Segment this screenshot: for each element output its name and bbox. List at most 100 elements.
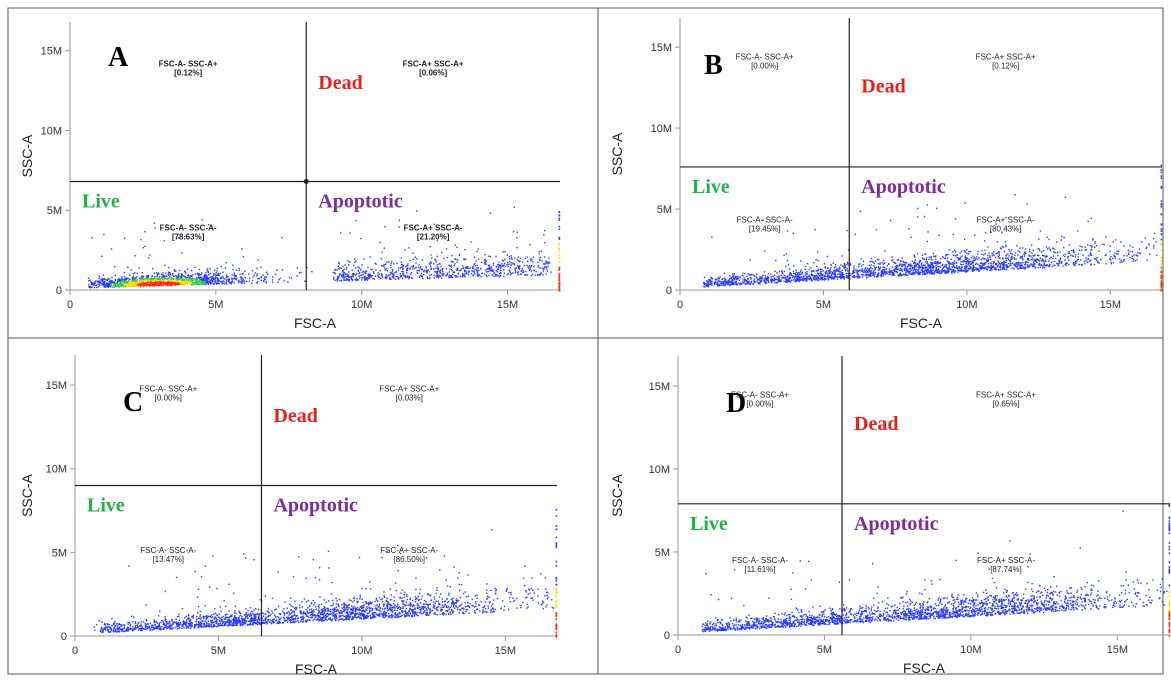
scatter-point	[951, 272, 953, 274]
scatter-point	[119, 279, 121, 281]
scatter-point	[905, 262, 908, 264]
scatter-point	[919, 266, 921, 268]
scatter-point	[344, 276, 346, 278]
scatter-point	[860, 273, 863, 276]
scatter-point	[966, 249, 968, 251]
scatter-point	[87, 277, 90, 279]
y-axis-title: SSC-A	[609, 132, 625, 175]
scatter-point	[435, 267, 437, 269]
scatter-point	[102, 284, 104, 286]
scatter-point	[462, 265, 464, 267]
scatter-point	[114, 629, 117, 631]
scatter-point	[547, 261, 549, 264]
scatter-point	[788, 274, 791, 276]
scatter-point	[352, 273, 354, 275]
scatter-point	[490, 269, 492, 272]
scatter-point	[438, 263, 440, 265]
scatter-point	[881, 272, 884, 275]
scatter-point	[243, 280, 246, 282]
scatter-point	[789, 271, 791, 274]
scatter-point	[958, 258, 960, 260]
scatter-point	[127, 277, 129, 280]
scatter-point	[412, 611, 414, 613]
scatter-point	[111, 276, 113, 279]
scatter-point	[386, 609, 389, 612]
scatter-point	[193, 624, 196, 626]
scatter-point	[432, 263, 435, 265]
scatter-point	[1052, 247, 1054, 249]
scatter-point	[179, 282, 182, 284]
scatter-point	[406, 275, 409, 277]
scatter-point	[784, 277, 787, 279]
scatter-point	[955, 266, 958, 268]
scatter-point	[539, 273, 542, 275]
scatter-point	[924, 264, 926, 266]
scatter-point	[324, 607, 326, 609]
scatter-point	[364, 270, 367, 273]
scatter-point	[1049, 258, 1051, 260]
scatter-point	[199, 615, 201, 618]
scatter-point	[923, 270, 925, 273]
scatter-point	[436, 276, 438, 278]
scatter-point	[945, 254, 948, 256]
scatter-point	[1017, 250, 1019, 252]
scatter-point	[504, 250, 506, 253]
scatter-point	[402, 264, 404, 266]
scatter-point	[132, 275, 135, 277]
scatter-point	[1007, 257, 1009, 260]
scatter-point	[834, 269, 836, 272]
scatter-point	[212, 273, 215, 275]
scatter-point	[450, 266, 453, 268]
scatter-point	[1001, 267, 1003, 269]
scatter-point	[461, 272, 464, 275]
scatter-point	[200, 626, 202, 628]
scatter-point	[799, 278, 802, 281]
scatter-point	[546, 270, 549, 272]
scatter-point	[217, 283, 219, 285]
scatter-point	[756, 273, 758, 275]
scatter-point	[176, 622, 178, 624]
scatter-point	[846, 276, 849, 278]
scatter-point	[964, 271, 967, 273]
scatter-point	[1024, 251, 1027, 254]
scatter-point	[904, 262, 906, 264]
scatter-point	[478, 269, 480, 272]
scatter-point	[856, 276, 859, 279]
scatter-point	[485, 274, 488, 277]
scatter-point	[841, 274, 844, 276]
scatter-point	[200, 281, 203, 283]
scatter-point	[196, 280, 199, 282]
scatter-point	[265, 620, 267, 623]
scatter-point	[1031, 257, 1033, 259]
scatter-point	[526, 274, 529, 276]
scatter-point	[822, 270, 824, 272]
scatter-point	[819, 278, 822, 280]
scatter-point	[876, 274, 879, 276]
scatter-point	[1145, 247, 1147, 250]
scatter-point	[959, 263, 962, 265]
scatter-point	[239, 273, 241, 275]
scatter-point	[934, 269, 937, 271]
scatter-point	[391, 272, 393, 274]
scatter-point	[162, 275, 164, 278]
scatter-point	[942, 270, 944, 273]
scatter-point	[1042, 254, 1044, 257]
scatter-point	[789, 273, 791, 276]
scatter-point	[140, 623, 142, 625]
scatter-point	[911, 266, 914, 269]
scatter-point	[437, 268, 440, 271]
scatter-point	[904, 264, 906, 266]
scatter-point	[208, 277, 210, 279]
scatter-point	[190, 278, 192, 281]
scatter-point	[1067, 255, 1070, 258]
scatter-point	[510, 264, 512, 267]
scatter-point	[1000, 264, 1002, 266]
scatter-point	[724, 279, 726, 282]
scatter-point	[997, 264, 999, 267]
scatter-point	[1090, 249, 1092, 251]
scatter-point	[763, 278, 765, 280]
scatter-point	[389, 278, 391, 281]
scatter-point	[788, 268, 791, 270]
scatter-point	[743, 281, 746, 283]
scatter-point	[720, 284, 722, 286]
